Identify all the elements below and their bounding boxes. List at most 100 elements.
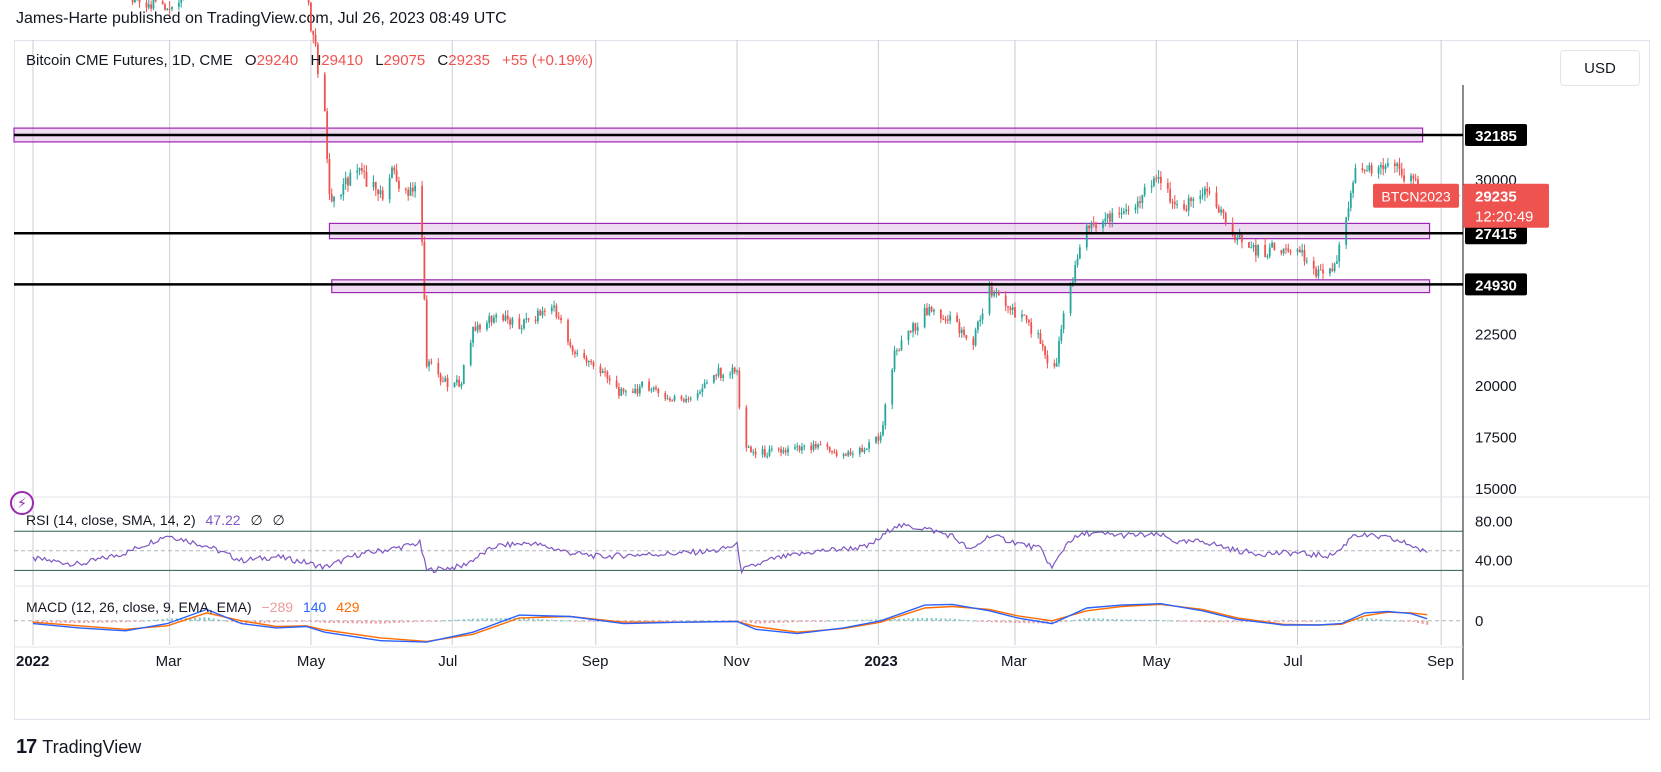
macd-hist-bar bbox=[824, 620, 827, 622]
macd-hist-bar bbox=[360, 620, 363, 624]
flash-icon[interactable]: ⚡ bbox=[10, 491, 34, 515]
candle-body bbox=[863, 449, 866, 452]
rsi-line bbox=[32, 522, 1428, 575]
candle-body bbox=[1155, 178, 1158, 180]
candle-body bbox=[1331, 268, 1334, 272]
level-tag bbox=[1465, 273, 1527, 296]
candle-body bbox=[680, 396, 683, 400]
candle-body bbox=[1315, 268, 1317, 277]
macd-hist-bar bbox=[1111, 618, 1114, 621]
macd-hist-bar bbox=[36, 620, 39, 623]
macd-hist-bar bbox=[1384, 619, 1387, 621]
candle-body bbox=[796, 446, 799, 448]
macd-hist-bar bbox=[527, 618, 530, 621]
candle-body bbox=[1384, 165, 1387, 170]
candle-body bbox=[900, 340, 903, 351]
macd-hist-bar bbox=[444, 620, 447, 622]
macd-hist-bar bbox=[1004, 620, 1007, 623]
currency-button[interactable]: USD bbox=[1560, 50, 1640, 86]
candle-body bbox=[814, 444, 817, 448]
candle-body bbox=[879, 435, 882, 441]
candle-body bbox=[502, 314, 505, 321]
candle-body bbox=[722, 374, 725, 379]
candle-body bbox=[1021, 314, 1023, 318]
candle-body bbox=[314, 34, 317, 45]
macd-hist-bar bbox=[833, 620, 836, 622]
macd-hist-bar bbox=[1148, 619, 1151, 621]
macd-hist-bar bbox=[309, 620, 312, 622]
rsi-tick-label: 80.00 bbox=[1475, 513, 1513, 530]
candle-body bbox=[884, 404, 887, 426]
macd-label: MACD (12, 26, close, 9, EMA, EMA) bbox=[26, 599, 252, 615]
countdown-label: 12:20:49 bbox=[1475, 209, 1533, 226]
macd-hist-bar bbox=[1208, 620, 1211, 623]
macd-hist-bar bbox=[1278, 620, 1281, 622]
candle-body bbox=[1301, 250, 1304, 253]
candle-body bbox=[997, 292, 1000, 296]
candle-body bbox=[1102, 221, 1104, 229]
candle-body bbox=[504, 315, 507, 321]
time-tick-label: 2023 bbox=[864, 653, 897, 670]
candle-body bbox=[1403, 175, 1405, 182]
macd-hist-bar bbox=[661, 620, 664, 622]
candle-body bbox=[819, 444, 822, 446]
candle-body bbox=[171, 6, 173, 10]
candle-body bbox=[858, 447, 861, 454]
macd-hist-bar bbox=[893, 618, 896, 621]
change-value: +55 (+0.19%) bbox=[502, 52, 594, 69]
candle-body bbox=[1370, 165, 1373, 174]
candle-body bbox=[930, 306, 933, 312]
candle-body bbox=[1377, 167, 1380, 174]
candle-body bbox=[1069, 285, 1072, 314]
candle-body bbox=[1366, 170, 1368, 172]
candle-body bbox=[1368, 165, 1371, 171]
candle-body bbox=[768, 449, 771, 456]
symbol-legend: Bitcoin CME Futures, 1D, CME O29240 H294… bbox=[26, 52, 593, 69]
macd-hist-bar bbox=[912, 618, 915, 621]
candle-body bbox=[147, 4, 150, 8]
macd-hist-bar bbox=[328, 620, 331, 623]
level-label: 32185 bbox=[1475, 128, 1517, 145]
macd-signal-value: 429 bbox=[336, 599, 360, 615]
candle-body bbox=[1317, 269, 1320, 277]
macd-hist-bar bbox=[45, 620, 48, 623]
candle-body bbox=[1095, 224, 1097, 229]
macd-hist-bar bbox=[851, 619, 854, 621]
candle-body bbox=[801, 446, 803, 451]
macd-hist-bar bbox=[291, 620, 294, 622]
macd-hist-bar bbox=[652, 620, 655, 622]
candle-body bbox=[363, 170, 366, 173]
candle-body bbox=[479, 324, 481, 330]
candle-body bbox=[851, 453, 854, 455]
close-label: C bbox=[437, 52, 449, 69]
candle-body bbox=[1354, 168, 1357, 183]
high-label: H bbox=[310, 52, 322, 69]
sr-zone bbox=[328, 222, 1431, 240]
macd-hist-bar bbox=[1370, 618, 1373, 621]
macd-hist-bar bbox=[643, 620, 646, 622]
candle-body bbox=[810, 445, 813, 450]
candle-body bbox=[761, 449, 764, 455]
candle-body bbox=[777, 448, 780, 450]
macd-hist-bar bbox=[1324, 620, 1327, 622]
macd-hist-bar bbox=[550, 619, 553, 621]
macd-hist-bar bbox=[1190, 620, 1192, 622]
candle-body bbox=[620, 388, 623, 396]
macd-pane: 0 bbox=[14, 602, 1483, 643]
candle-body bbox=[469, 342, 472, 366]
candle-body bbox=[638, 386, 641, 394]
macd-hist-bar bbox=[1393, 620, 1396, 622]
macd-hist-bar bbox=[944, 618, 947, 621]
macd-hist-bar bbox=[939, 618, 942, 621]
candle-body bbox=[752, 451, 755, 453]
macd-hist-bar bbox=[194, 617, 197, 621]
candle-body bbox=[1287, 248, 1290, 252]
candle-body bbox=[738, 370, 741, 408]
macd-hist-bar bbox=[402, 620, 405, 623]
candle-body bbox=[1241, 233, 1243, 243]
candle-body bbox=[178, 2, 180, 7]
macd-hist-bar bbox=[300, 620, 303, 622]
macd-hist-bar bbox=[1106, 618, 1109, 621]
